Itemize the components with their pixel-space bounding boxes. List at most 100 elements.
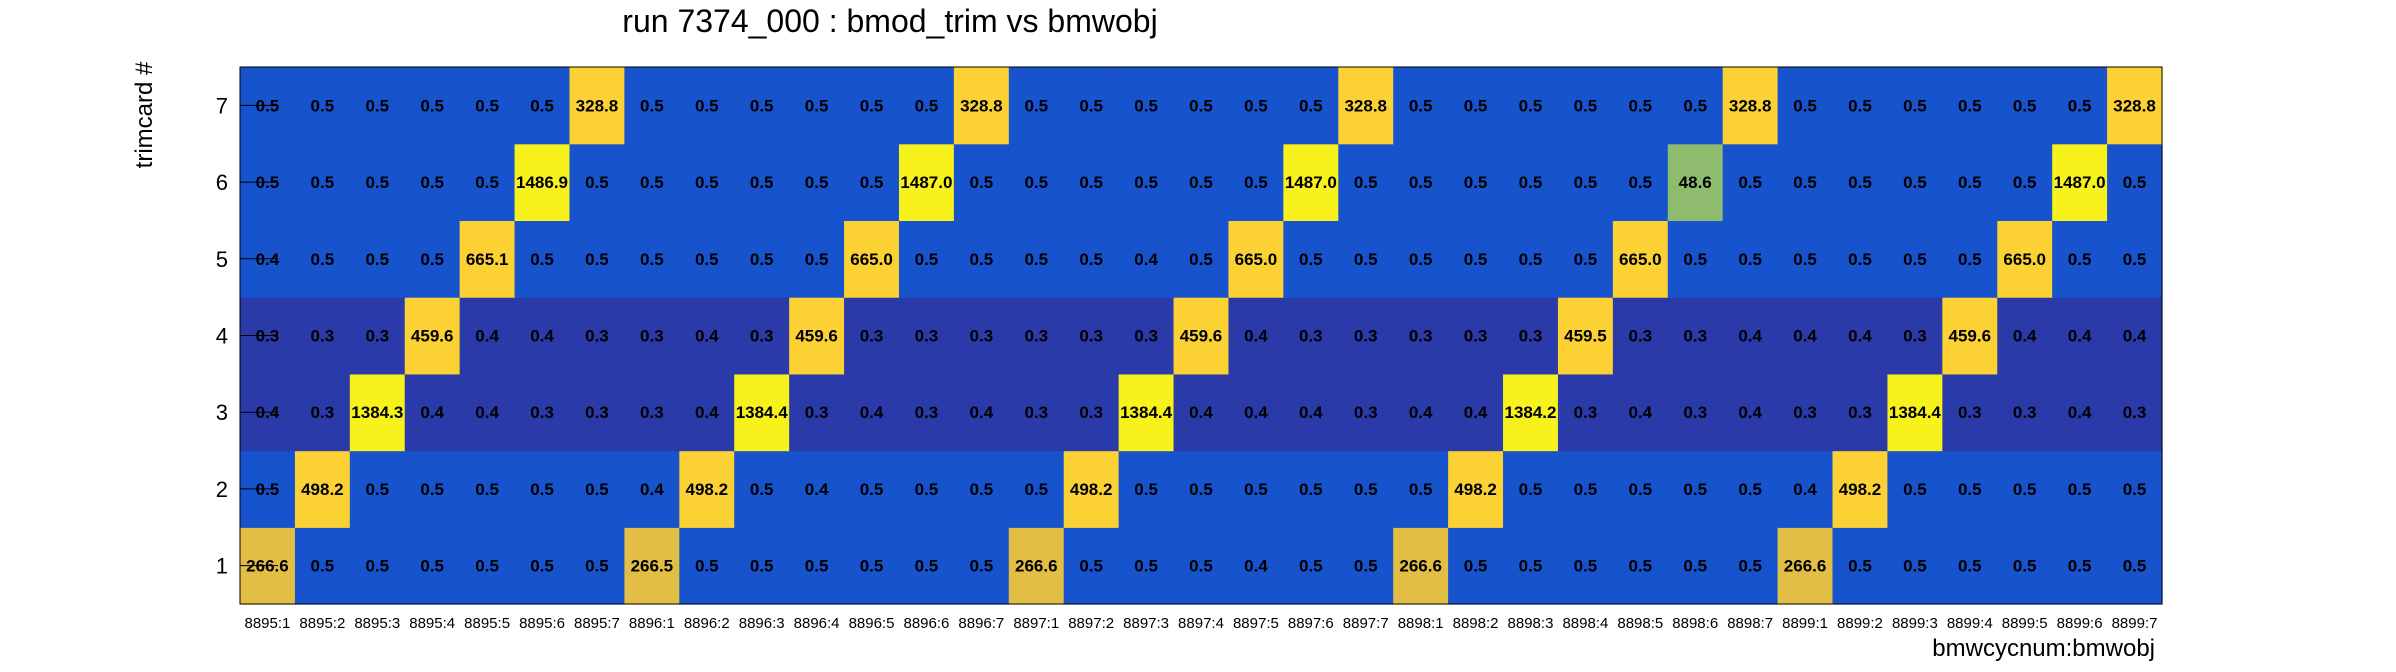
heatmap-cell [679,67,735,145]
cell-value-label: 0.5 [311,250,335,269]
heatmap-cell [1832,220,1889,298]
cell-value-label: 0.3 [1409,327,1433,346]
heatmap-cell [789,373,845,452]
x-tick-label: 8895:5 [464,615,510,632]
heatmap-cell [1338,143,1394,222]
cell-value-label: 0.3 [1464,327,1488,346]
heatmap-cell [1722,67,1779,145]
cell-value-label: 0.4 [1738,327,1762,346]
heatmap-cell [1722,450,1779,528]
cell-value-label: 0.5 [1683,557,1707,576]
cell-value-label: 0.5 [585,480,609,499]
cell-value-label: 0.3 [1903,327,1927,346]
heatmap-cell [1997,297,2053,375]
heatmap-cell [1887,527,1943,605]
heatmap-cell [2052,527,2108,605]
heatmap-cell [1393,67,1449,145]
heatmap-cell [1667,220,1724,298]
cell-value-label: 0.5 [1464,173,1488,192]
heatmap-cell [1557,67,1614,145]
cell-value-label: 0.4 [1409,403,1433,422]
cell-value-label: 0.4 [1134,250,1158,269]
x-tick-label: 8899:5 [2002,615,2048,632]
cell-value-label: 665.0 [850,250,893,269]
heatmap-cell [569,143,625,222]
cell-value-label: 0.5 [1299,480,1323,499]
heatmap-cell [1228,527,1284,605]
heatmap-cell [569,373,625,452]
cell-value-label: 0.5 [915,250,939,269]
heatmap-cell [404,220,461,298]
heatmap-cell [1063,220,1120,298]
x-tick-label: 8897:5 [1233,615,1279,632]
heatmap-cell [1283,297,1339,375]
heatmap-cell [404,143,461,222]
cell-value-label: 0.5 [1024,480,1048,499]
cell-value-label: 0.5 [970,250,994,269]
cell-value-label: 0.5 [1574,250,1598,269]
cell-value-label: 0.5 [585,173,609,192]
cell-value-label: 0.5 [1024,96,1048,115]
cell-value-label: 0.5 [1683,250,1707,269]
heatmap-cell [1832,143,1889,222]
heatmap-cell [734,373,790,452]
heatmap-cell [1118,527,1175,605]
heatmap-cell [404,527,461,605]
x-tick-label: 8896:4 [794,615,840,632]
cell-value-label: 0.5 [1793,173,1817,192]
heatmap-cell [624,373,680,452]
heatmap-cell [514,373,571,452]
cell-value-label: 0.5 [1354,480,1378,499]
heatmap-cell [898,67,955,145]
cell-value-label: 0.5 [1958,557,1982,576]
cell-value-label: 0.5 [1519,480,1543,499]
heatmap-cell [1722,527,1779,605]
cell-value-label: 0.4 [1244,403,1268,422]
cell-value-label: 0.5 [2123,250,2147,269]
cell-value-label: 0.4 [695,327,719,346]
cell-value-label: 0.5 [1409,173,1433,192]
heatmap-cell [1942,450,1998,528]
heatmap-cell [2052,67,2108,145]
heatmap-cell [349,67,406,145]
heatmap-cell [1612,450,1669,528]
cell-value-label: 0.5 [2123,480,2147,499]
cell-value-label: 0.4 [1848,327,1872,346]
heatmap-cell [2107,450,2163,528]
x-tick-label: 8896:7 [958,615,1004,632]
heatmap-cell [1338,450,1394,528]
cell-value-label: 459.5 [1564,327,1607,346]
cell-value-label: 0.5 [805,557,829,576]
x-tick-label: 8896:2 [684,615,730,632]
cell-value-label: 0.3 [1683,403,1707,422]
cell-value-label: 0.5 [1134,557,1158,576]
heatmap-cell [1942,527,1998,605]
cell-value-label: 0.5 [805,173,829,192]
heatmap-cell [679,527,735,605]
heatmap-cell [789,450,845,528]
heatmap-cell [953,527,1010,605]
cell-value-label: 0.4 [1244,557,1268,576]
heatmap-cell [1008,67,1065,145]
heatmap-cell [404,450,461,528]
heatmap-cell [1338,67,1394,145]
cell-value-label: 0.4 [1299,403,1323,422]
x-tick-label: 8899:1 [1782,615,1828,632]
heatmap-cell [844,297,900,375]
cell-value-label: 0.3 [585,403,609,422]
heatmap-cell [1228,220,1284,298]
cell-value-label: 0.4 [970,403,994,422]
cell-value-label: 0.5 [1903,250,1927,269]
cell-value-label: 0.4 [1738,403,1762,422]
cell-value-label: 0.5 [1024,250,1048,269]
cell-value-label: 0.5 [365,173,389,192]
heatmap-cell [1448,297,1504,375]
x-tick-label: 8895:2 [299,615,345,632]
heatmap-cell [294,527,351,605]
heatmap-cell [459,220,516,298]
heatmap-cell [624,297,680,375]
x-tick-label: 8898:2 [1453,615,1499,632]
heatmap-cell [624,527,680,605]
cell-value-label: 0.5 [1738,173,1762,192]
cell-value-label: 0.5 [2068,250,2092,269]
